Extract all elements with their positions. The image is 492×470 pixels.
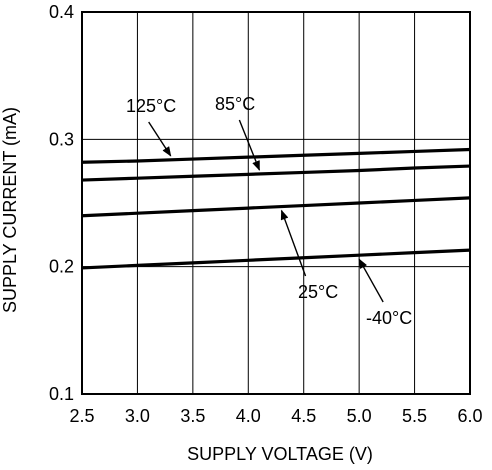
annotation-label: 125°C <box>126 96 176 116</box>
y-axis-title: SUPPLY CURRENT (mA) <box>0 107 20 313</box>
annotation-arrow <box>280 209 307 277</box>
y-tick-label: 0.2 <box>49 257 74 277</box>
series-line-40c <box>81 248 471 270</box>
annotation-arrow <box>358 258 384 303</box>
x-tick-label: 5.0 <box>347 406 372 426</box>
plot-frame <box>81 11 471 395</box>
series-line-25c <box>81 196 471 218</box>
y-tick-label: 0.1 <box>49 384 74 404</box>
annotation-arrow <box>148 121 172 157</box>
series-line-125c <box>81 147 471 164</box>
x-tick-label: 6.0 <box>457 406 482 426</box>
x-tick-label: 5.5 <box>402 406 427 426</box>
annotation-arrow <box>238 119 261 171</box>
x-tick-label: 3.0 <box>125 406 150 426</box>
x-tick-label: 4.5 <box>291 406 316 426</box>
annotation-label: -40°C <box>366 308 412 328</box>
annotation-label: 85°C <box>215 94 255 114</box>
series-line-85c <box>81 164 471 182</box>
y-tick-label: 0.4 <box>49 2 74 22</box>
x-axis-title: SUPPLY VOLTAGE (V) <box>187 444 373 464</box>
x-tick-label: 3.5 <box>180 406 205 426</box>
annotation-label: 25°C <box>298 282 338 302</box>
y-tick-label: 0.3 <box>49 129 74 149</box>
x-tick-label: 4.0 <box>236 406 261 426</box>
x-tick-label: 2.5 <box>69 406 94 426</box>
